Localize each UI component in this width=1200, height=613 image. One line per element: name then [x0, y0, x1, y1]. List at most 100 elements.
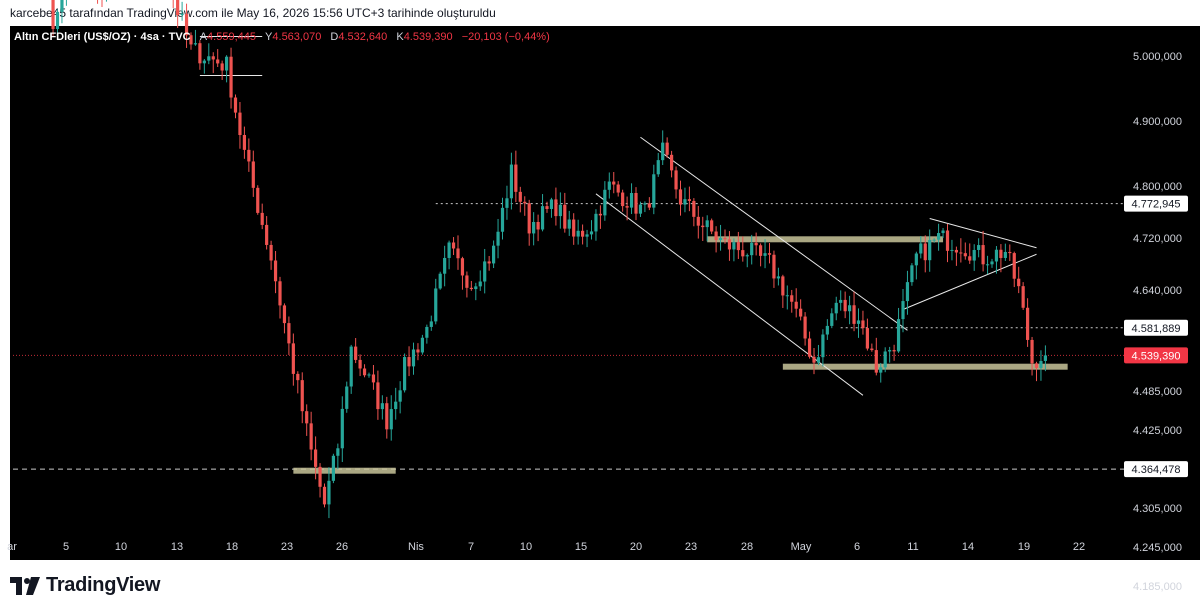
candle-body: [371, 374, 376, 383]
candle-body: [928, 240, 932, 261]
x-tick-label: Nis: [408, 541, 424, 553]
candle-body: [1030, 339, 1034, 364]
candle-body: [638, 204, 643, 214]
candle-body: [776, 276, 780, 279]
candle-body: [514, 164, 518, 192]
candle-body: [322, 486, 327, 505]
candle-body: [683, 199, 687, 205]
candle-body: [198, 43, 202, 64]
candle-body: [496, 231, 500, 246]
x-tick-label: 14: [962, 541, 974, 553]
candle-body: [318, 466, 322, 487]
candle-body: [184, 13, 189, 36]
candle-body: [972, 249, 976, 261]
candle-body: [362, 368, 367, 376]
candle-body: [416, 349, 420, 353]
candle-body: [549, 199, 554, 209]
candle-body: [425, 326, 429, 338]
x-tick-label: 10: [115, 541, 127, 553]
candle-body: [251, 161, 255, 188]
x-tick-label: 23: [685, 541, 697, 553]
candle-body: [848, 305, 852, 312]
candle-body: [799, 308, 803, 317]
candle-body: [536, 221, 540, 230]
price-tag-box: [1124, 195, 1188, 212]
candle-body: [389, 409, 393, 430]
candle-body: [990, 261, 994, 265]
candle-body: [336, 448, 340, 456]
candle-body: [919, 243, 923, 254]
candle-body: [825, 325, 829, 335]
candle-body: [834, 302, 838, 314]
legend-high-key: Y: [265, 31, 273, 43]
symbol-legend[interactable]: Altın CFDleri (US$/OZ) · 4sa · TVC A4.55…: [14, 31, 550, 43]
y-tick-label: 4.485,000: [1133, 386, 1182, 398]
candle-body: [1021, 286, 1025, 308]
support-zone: [293, 467, 396, 474]
candle-body: [176, 0, 180, 16]
candle-body: [905, 282, 910, 302]
candle-body: [856, 320, 861, 324]
candle-body: [1039, 360, 1043, 368]
candle-body: [607, 181, 611, 190]
candle-body: [447, 242, 451, 258]
candle-body: [1003, 251, 1007, 258]
candle-body: [941, 230, 945, 234]
candle-body: [718, 237, 723, 240]
y-tick-label: 4.800,000: [1133, 181, 1182, 193]
price-tag-box: [1124, 319, 1188, 336]
candle-body: [505, 198, 509, 208]
candle-body: [968, 256, 972, 261]
candle-body: [443, 257, 447, 274]
candle-body: [451, 242, 456, 249]
candle-body: [763, 253, 767, 256]
candle-body: [403, 357, 407, 391]
candle-body: [745, 255, 749, 257]
candle-body: [714, 231, 718, 240]
candle-body: [60, 0, 64, 12]
price-tag-label: 4.539,390: [1132, 350, 1181, 362]
x-tick-label: 6: [854, 541, 860, 553]
candle-body: [589, 231, 594, 235]
x-tick-label: 28: [741, 541, 753, 553]
legend-low: 4.532,640: [338, 31, 388, 43]
y-tick-label: 4.720,000: [1133, 233, 1182, 245]
candle-body: [727, 239, 732, 250]
support-zone: [782, 363, 1068, 370]
candle-body: [767, 253, 772, 255]
candle-body: [492, 245, 496, 264]
candle-body: [216, 59, 220, 64]
candle-body: [812, 356, 816, 363]
x-tick-label: 5: [63, 541, 69, 553]
candle-body: [945, 230, 950, 251]
candle-body: [647, 203, 651, 208]
x-tick-label: 20: [630, 541, 642, 553]
legend-change: −20,103 (−0,44%): [461, 31, 550, 43]
candle-body: [585, 234, 589, 237]
candle-body: [692, 200, 696, 217]
candle-body: [367, 374, 371, 376]
candle-body: [527, 203, 531, 234]
candle-body: [794, 301, 798, 309]
x-tick-label: 11: [907, 541, 918, 553]
tradingview-logo[interactable]: TradingView: [10, 574, 160, 597]
candle-body: [661, 142, 665, 161]
candle-body: [269, 244, 273, 261]
candle-body: [567, 219, 571, 229]
candle-body: [861, 320, 865, 329]
candle-body: [1034, 363, 1039, 368]
candle-body: [256, 187, 260, 213]
candle-body: [207, 56, 211, 61]
candle-body: [349, 346, 353, 387]
candle-body: [807, 338, 812, 357]
candle-body: [598, 213, 602, 216]
candle-body: [358, 359, 362, 369]
y-tick-label: 4.185,000: [1133, 581, 1182, 593]
candle-body: [678, 189, 683, 205]
y-axis-ticks: 5.300,0005.200,0005.100,0005.000,0004.90…: [1133, 51, 1182, 593]
candle-body: [723, 237, 727, 240]
x-axis-ticks: ar 5 10 13 18 23 26 Nis 7 10 15 20 23 28 May 6 11 14 19 22: [7, 541, 1085, 553]
candle-body: [1012, 253, 1016, 279]
chart-pane[interactable]: [10, 26, 1126, 560]
